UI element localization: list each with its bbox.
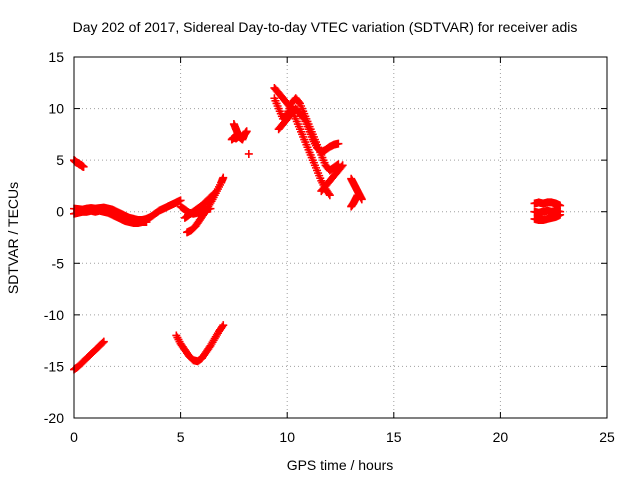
data-point [79, 162, 88, 171]
y-axis-ticks: -20 -15 -10 -5 0 5 10 15 [44, 49, 607, 426]
y-tick-label: -15 [44, 358, 64, 374]
series-seg-k [270, 94, 343, 175]
data-point [338, 161, 347, 170]
data-point [324, 189, 333, 198]
y-tick-label: -10 [44, 307, 64, 323]
data-point [242, 127, 251, 136]
series-seg-s [70, 337, 108, 374]
data-point [219, 173, 228, 182]
y-tick-label: 0 [56, 204, 64, 220]
data-point [244, 149, 253, 158]
data-point [99, 337, 108, 346]
y-tick-label: -5 [52, 255, 65, 271]
series-seg-c [70, 206, 151, 228]
x-tick-label: 0 [70, 429, 78, 445]
data-point [325, 191, 334, 200]
data-point [334, 139, 343, 148]
series-seg-i [244, 149, 253, 158]
data-point [219, 321, 228, 330]
series-seg-l [274, 104, 343, 156]
x-axis-label: GPS time / hours [287, 457, 394, 473]
series-seg-j [270, 83, 334, 200]
series-seg-m [317, 161, 347, 196]
data-point [142, 218, 151, 227]
data-point [337, 162, 346, 171]
x-tick-label: 5 [177, 429, 185, 445]
y-axis-label: SDTVAR / TECUs [5, 182, 21, 294]
x-axis-ticks: 0 5 10 15 20 25 [70, 57, 615, 445]
plot-frame [73, 56, 608, 419]
series-seg-o [347, 191, 362, 211]
data-point [218, 322, 227, 331]
data-point [353, 191, 362, 200]
series-seg-h [227, 132, 245, 144]
x-tick-label: 25 [599, 429, 615, 445]
grid [74, 57, 607, 418]
series-seg-p [530, 198, 565, 210]
y-tick-label: 5 [56, 152, 64, 168]
data-points [70, 83, 565, 374]
x-tick-label: 20 [493, 429, 509, 445]
data-point [98, 338, 107, 347]
series-seg-a [70, 156, 88, 171]
y-tick-label: 15 [48, 49, 64, 65]
data-point [209, 190, 218, 199]
y-tick-label: -20 [44, 410, 64, 426]
x-tick-label: 15 [386, 429, 402, 445]
chart-title: Day 202 of 2017, Sidereal Day-to-day VTE… [73, 19, 578, 35]
series-seg-r [530, 210, 565, 224]
series-seg-f [180, 189, 219, 222]
series-seg-e [182, 173, 228, 237]
data-point [210, 189, 219, 198]
data-point [236, 133, 245, 142]
series-seg-t [172, 321, 228, 366]
data-point [556, 210, 565, 219]
y-tick-label: 10 [48, 101, 64, 117]
x-tick-label: 10 [279, 429, 295, 445]
